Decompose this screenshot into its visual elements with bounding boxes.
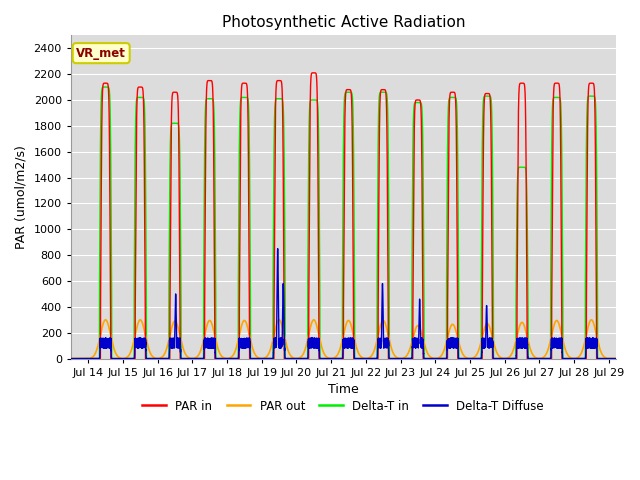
Title: Photosynthetic Active Radiation: Photosynthetic Active Radiation xyxy=(221,15,465,30)
Text: VR_met: VR_met xyxy=(76,47,126,60)
X-axis label: Time: Time xyxy=(328,383,358,396)
Y-axis label: PAR (umol/m2/s): PAR (umol/m2/s) xyxy=(15,145,28,249)
Legend: PAR in, PAR out, Delta-T in, Delta-T Diffuse: PAR in, PAR out, Delta-T in, Delta-T Dif… xyxy=(138,395,549,417)
